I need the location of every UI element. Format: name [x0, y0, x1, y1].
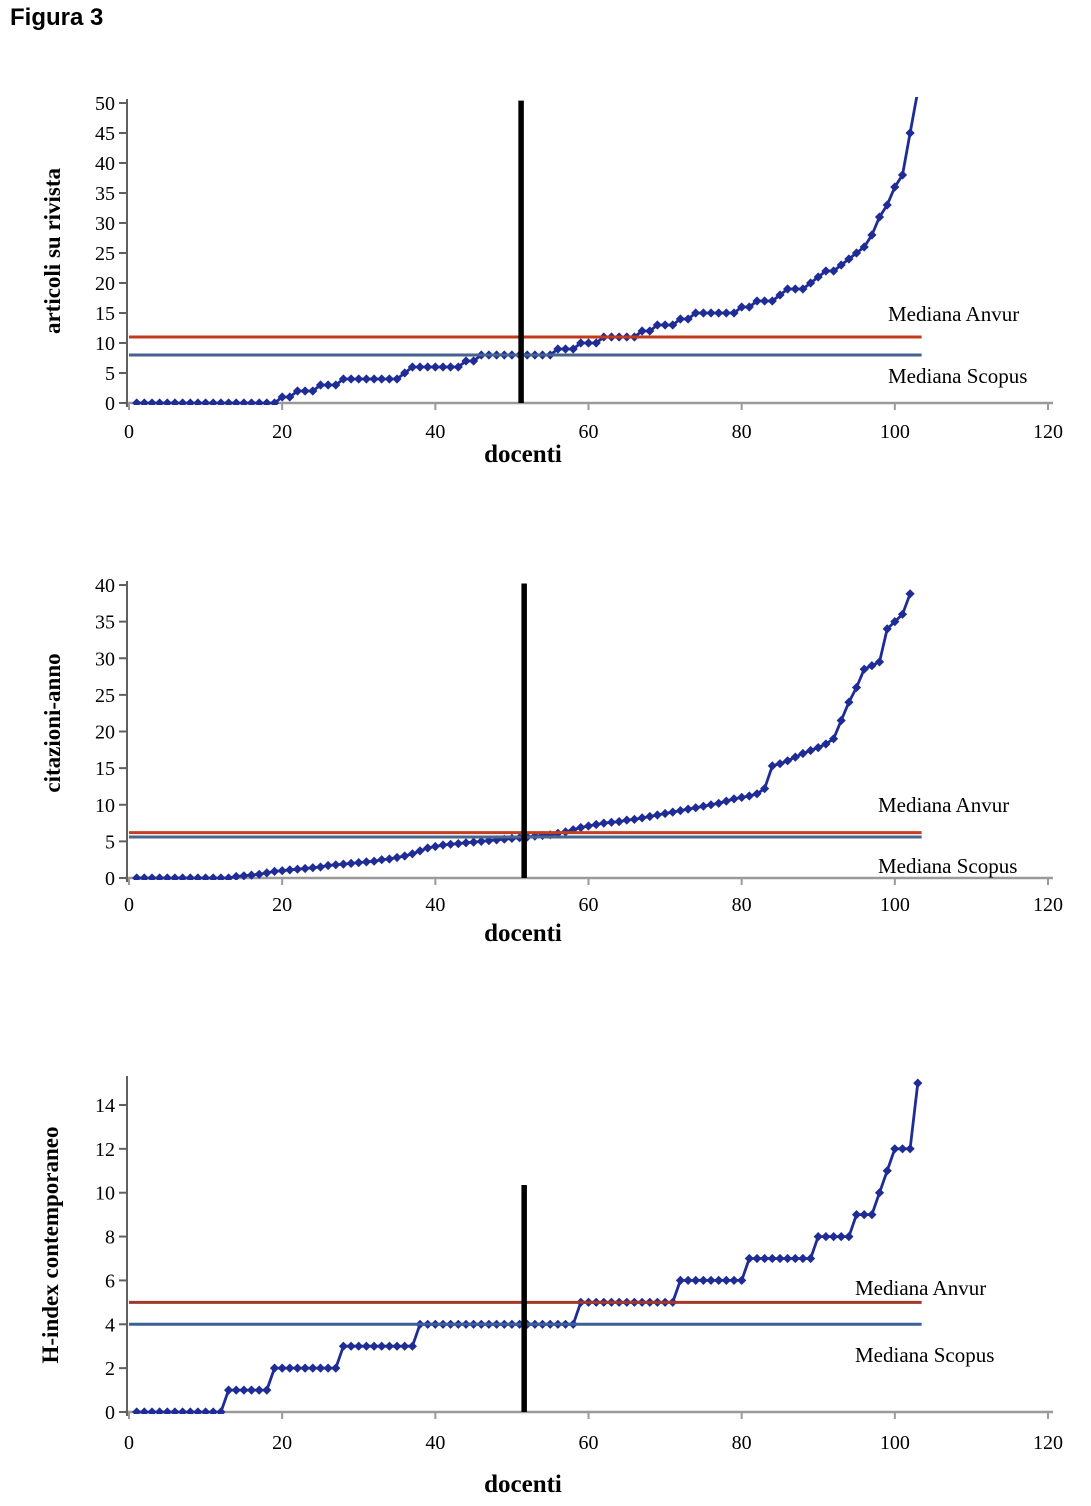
median-anvur-label: Mediana Anvur — [855, 1276, 986, 1300]
data-series-line — [136, 1082, 920, 1414]
y-tick-label: 2 — [105, 1358, 115, 1380]
x-tick-label: 60 — [578, 1432, 598, 1454]
chart-citazioni-anno-plot: 0 20 40 60 80 100 120 0 5 10 15 20 25 30 35 40 citazioni… — [40, 575, 1063, 947]
y-tick-label: 30 — [95, 648, 115, 670]
x-tick-label: 100 — [880, 421, 910, 443]
x-tick-label: 40 — [425, 1432, 445, 1454]
y-tick-label: 20 — [95, 722, 115, 744]
x-tick-label: 60 — [578, 421, 598, 443]
y-tick-label: 0 — [105, 1402, 115, 1424]
median-anvur-label: Mediana Anvur — [878, 793, 1009, 817]
y-tick-label: 6 — [105, 1270, 115, 1292]
y-tick-label: 5 — [105, 831, 115, 853]
y-axis-title: articoli su rivista — [40, 167, 65, 334]
y-tick-label: 8 — [105, 1227, 115, 1249]
y-tick-label: 25 — [95, 685, 115, 707]
x-tick-label: 100 — [880, 894, 910, 916]
chart-articoli-su-rivista-plot: 0 20 40 60 80 100 120 0 5 10 15 20 25 30 35 40 45 50 artic… — [40, 93, 1063, 468]
y-axis-title: H-index contemporaneo — [38, 1126, 63, 1363]
y-tick-label: 25 — [95, 243, 115, 265]
y-tick-label: 12 — [95, 1139, 115, 1161]
y-tick-label: 0 — [105, 868, 115, 890]
median-anvur-label: Mediana Anvur — [888, 302, 1019, 326]
data-point-markers — [132, 1078, 923, 1414]
y-tick-label: 10 — [95, 333, 115, 355]
y-tick-label: 10 — [95, 795, 115, 817]
chart-citazioni-anno: 0 20 40 60 80 100 120 0 5 10 15 20 25 30 35 40 citazioni… — [0, 555, 1091, 955]
x-tick-label: 80 — [732, 894, 752, 916]
x-tick-label: 0 — [124, 1432, 134, 1454]
y-tick-label: 15 — [95, 758, 115, 780]
data-point-markers — [132, 589, 915, 880]
x-tick-label: 100 — [880, 1432, 910, 1454]
x-tick-label: 120 — [1033, 421, 1063, 443]
y-tick-label: 5 — [105, 363, 115, 385]
y-tick-label: 45 — [95, 123, 115, 145]
y-tick-label: 40 — [95, 153, 115, 175]
median-scopus-label: Mediana Scopus — [888, 364, 1027, 388]
y-tick-label: 40 — [95, 575, 115, 597]
x-tick-label: 40 — [425, 894, 445, 916]
y-tick-label: 50 — [95, 93, 115, 115]
chart-articoli-su-rivista: 0 20 40 60 80 100 120 0 5 10 15 20 25 30 35 40 45 50 artic… — [0, 85, 1091, 480]
x-tick-label: 20 — [272, 894, 292, 916]
y-tick-label: 20 — [95, 273, 115, 295]
y-axis-title: citazioni-anno — [40, 653, 65, 792]
x-tick-label: 80 — [732, 1432, 752, 1454]
median-scopus-label: Mediana Scopus — [878, 854, 1017, 878]
x-tick-label: 60 — [578, 894, 598, 916]
data-point-markers — [132, 128, 915, 405]
chart-h-index-contemporaneo-plot: 0 20 40 60 80 100 120 0 2 4 6 8 10 12 14 H-index contem… — [38, 1076, 1063, 1498]
median-scopus-label: Mediana Scopus — [855, 1343, 994, 1367]
x-tick-label: 0 — [124, 421, 134, 443]
x-tick-label: 120 — [1033, 894, 1063, 916]
y-tick-label: 30 — [95, 213, 115, 235]
figure-title: Figura 3 — [10, 4, 104, 31]
y-tick-label: 0 — [105, 393, 115, 415]
y-tick-label: 35 — [95, 612, 115, 634]
x-axis-title: docenti — [484, 920, 562, 947]
x-tick-label: 20 — [272, 421, 292, 443]
x-tick-label: 120 — [1033, 1432, 1063, 1454]
x-tick-label: 0 — [124, 894, 134, 916]
x-tick-label: 80 — [732, 421, 752, 443]
chart-h-index-contemporaneo: 0 20 40 60 80 100 120 0 2 4 6 8 10 12 14 H-index contem… — [0, 1055, 1091, 1506]
y-tick-label: 35 — [95, 183, 115, 205]
x-axis-title: docenti — [484, 441, 562, 468]
y-tick-label: 4 — [105, 1314, 115, 1336]
y-tick-label: 15 — [95, 303, 115, 325]
x-axis-title: docenti — [484, 1471, 562, 1498]
x-tick-label: 40 — [425, 421, 445, 443]
x-tick-label: 20 — [272, 1432, 292, 1454]
y-tick-label: 10 — [95, 1183, 115, 1205]
y-tick-label: 14 — [95, 1095, 115, 1117]
